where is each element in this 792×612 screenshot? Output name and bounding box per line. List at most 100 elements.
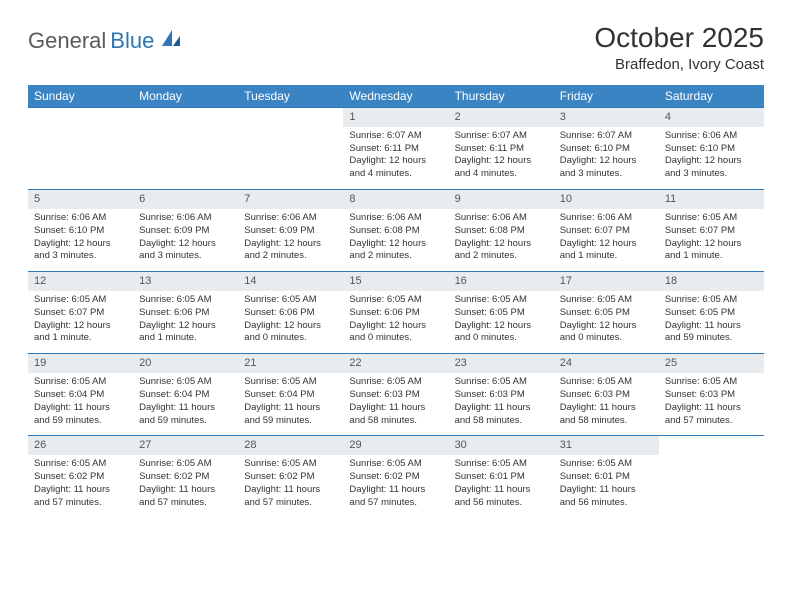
daylight-text: Daylight: 12 hours and 4 minutes. [349, 155, 442, 181]
sunset-text: Sunset: 6:06 PM [244, 307, 337, 320]
calendar-table: Sunday Monday Tuesday Wednesday Thursday… [28, 85, 764, 517]
sunset-text: Sunset: 6:08 PM [349, 225, 442, 238]
calendar-day-cell: 7Sunrise: 6:06 AMSunset: 6:09 PMDaylight… [238, 190, 343, 272]
location-label: Braffedon, Ivory Coast [594, 56, 764, 73]
day-details: Sunrise: 6:05 AMSunset: 6:03 PMDaylight:… [554, 373, 659, 435]
sunrise-text: Sunrise: 6:06 AM [560, 212, 653, 225]
calendar-week-row: 26Sunrise: 6:05 AMSunset: 6:02 PMDayligh… [28, 436, 764, 518]
day-number: 14 [238, 272, 343, 291]
day-details: Sunrise: 6:05 AMSunset: 6:03 PMDaylight:… [343, 373, 448, 435]
day-details: Sunrise: 6:05 AMSunset: 6:02 PMDaylight:… [133, 455, 238, 517]
calendar-day-cell: 26Sunrise: 6:05 AMSunset: 6:02 PMDayligh… [28, 436, 133, 518]
day-number: 10 [554, 190, 659, 209]
daylight-text: Daylight: 11 hours and 58 minutes. [560, 402, 653, 428]
day-number: 8 [343, 190, 448, 209]
day-details [659, 455, 764, 466]
day-details: Sunrise: 6:05 AMSunset: 6:01 PMDaylight:… [449, 455, 554, 517]
sunrise-text: Sunrise: 6:05 AM [455, 458, 548, 471]
weekday-header: Saturday [659, 85, 764, 108]
daylight-text: Daylight: 11 hours and 56 minutes. [455, 484, 548, 510]
sunset-text: Sunset: 6:01 PM [455, 471, 548, 484]
day-number: 11 [659, 190, 764, 209]
weekday-header: Tuesday [238, 85, 343, 108]
weekday-header: Thursday [449, 85, 554, 108]
calendar-day-cell: 9Sunrise: 6:06 AMSunset: 6:08 PMDaylight… [449, 190, 554, 272]
daylight-text: Daylight: 12 hours and 3 minutes. [34, 238, 127, 264]
day-details: Sunrise: 6:05 AMSunset: 6:03 PMDaylight:… [659, 373, 764, 435]
sunset-text: Sunset: 6:11 PM [455, 143, 548, 156]
day-number: 7 [238, 190, 343, 209]
calendar-day-cell: 20Sunrise: 6:05 AMSunset: 6:04 PMDayligh… [133, 354, 238, 436]
sunset-text: Sunset: 6:02 PM [349, 471, 442, 484]
day-details: Sunrise: 6:05 AMSunset: 6:01 PMDaylight:… [554, 455, 659, 517]
day-number: 28 [238, 436, 343, 455]
day-details: Sunrise: 6:06 AMSunset: 6:09 PMDaylight:… [238, 209, 343, 271]
calendar-day-cell: 31Sunrise: 6:05 AMSunset: 6:01 PMDayligh… [554, 436, 659, 518]
day-number: 1 [343, 108, 448, 127]
page-header: GeneralBlue October 2025 Braffedon, Ivor… [28, 22, 764, 73]
calendar-day-cell: 6Sunrise: 6:06 AMSunset: 6:09 PMDaylight… [133, 190, 238, 272]
day-details: Sunrise: 6:05 AMSunset: 6:04 PMDaylight:… [238, 373, 343, 435]
day-number: 15 [343, 272, 448, 291]
calendar-day-cell: 24Sunrise: 6:05 AMSunset: 6:03 PMDayligh… [554, 354, 659, 436]
daylight-text: Daylight: 11 hours and 56 minutes. [560, 484, 653, 510]
calendar-day-cell: 16Sunrise: 6:05 AMSunset: 6:05 PMDayligh… [449, 272, 554, 354]
day-details: Sunrise: 6:05 AMSunset: 6:04 PMDaylight:… [133, 373, 238, 435]
daylight-text: Daylight: 12 hours and 2 minutes. [349, 238, 442, 264]
day-details: Sunrise: 6:07 AMSunset: 6:11 PMDaylight:… [343, 127, 448, 189]
day-number: 12 [28, 272, 133, 291]
daylight-text: Daylight: 11 hours and 58 minutes. [349, 402, 442, 428]
sunset-text: Sunset: 6:09 PM [139, 225, 232, 238]
sunrise-text: Sunrise: 6:05 AM [349, 294, 442, 307]
calendar-day-cell: 11Sunrise: 6:05 AMSunset: 6:07 PMDayligh… [659, 190, 764, 272]
day-number: 20 [133, 354, 238, 373]
calendar-day-cell [238, 108, 343, 190]
sunset-text: Sunset: 6:03 PM [349, 389, 442, 402]
day-details [133, 127, 238, 138]
sunset-text: Sunset: 6:02 PM [34, 471, 127, 484]
day-details: Sunrise: 6:06 AMSunset: 6:09 PMDaylight:… [133, 209, 238, 271]
day-details: Sunrise: 6:05 AMSunset: 6:02 PMDaylight:… [238, 455, 343, 517]
sunset-text: Sunset: 6:03 PM [455, 389, 548, 402]
weekday-header: Sunday [28, 85, 133, 108]
sunset-text: Sunset: 6:02 PM [139, 471, 232, 484]
brand-logo: GeneralBlue [28, 28, 182, 53]
sunrise-text: Sunrise: 6:06 AM [665, 130, 758, 143]
calendar-day-cell: 28Sunrise: 6:05 AMSunset: 6:02 PMDayligh… [238, 436, 343, 518]
day-number: 5 [28, 190, 133, 209]
sunset-text: Sunset: 6:07 PM [34, 307, 127, 320]
daylight-text: Daylight: 12 hours and 0 minutes. [244, 320, 337, 346]
sunset-text: Sunset: 6:06 PM [139, 307, 232, 320]
daylight-text: Daylight: 12 hours and 2 minutes. [244, 238, 337, 264]
day-number: 4 [659, 108, 764, 127]
day-details: Sunrise: 6:05 AMSunset: 6:05 PMDaylight:… [449, 291, 554, 353]
day-number: 27 [133, 436, 238, 455]
sunrise-text: Sunrise: 6:06 AM [244, 212, 337, 225]
day-number: 25 [659, 354, 764, 373]
day-number: 13 [133, 272, 238, 291]
sunrise-text: Sunrise: 6:05 AM [34, 294, 127, 307]
day-number: 29 [343, 436, 448, 455]
sunrise-text: Sunrise: 6:05 AM [560, 294, 653, 307]
day-number: 21 [238, 354, 343, 373]
daylight-text: Daylight: 12 hours and 3 minutes. [665, 155, 758, 181]
day-number: 19 [28, 354, 133, 373]
sunrise-text: Sunrise: 6:06 AM [139, 212, 232, 225]
day-details: Sunrise: 6:05 AMSunset: 6:05 PMDaylight:… [554, 291, 659, 353]
month-title: October 2025 [594, 22, 764, 54]
sunset-text: Sunset: 6:08 PM [455, 225, 548, 238]
sunrise-text: Sunrise: 6:05 AM [244, 294, 337, 307]
sunset-text: Sunset: 6:11 PM [349, 143, 442, 156]
sunrise-text: Sunrise: 6:05 AM [349, 458, 442, 471]
calendar-day-cell: 22Sunrise: 6:05 AMSunset: 6:03 PMDayligh… [343, 354, 448, 436]
day-details: Sunrise: 6:05 AMSunset: 6:06 PMDaylight:… [238, 291, 343, 353]
sunset-text: Sunset: 6:09 PM [244, 225, 337, 238]
day-details [28, 127, 133, 138]
sunrise-text: Sunrise: 6:05 AM [665, 212, 758, 225]
daylight-text: Daylight: 12 hours and 1 minute. [665, 238, 758, 264]
sunrise-text: Sunrise: 6:06 AM [349, 212, 442, 225]
sunrise-text: Sunrise: 6:07 AM [349, 130, 442, 143]
daylight-text: Daylight: 11 hours and 59 minutes. [244, 402, 337, 428]
calendar-day-cell: 12Sunrise: 6:05 AMSunset: 6:07 PMDayligh… [28, 272, 133, 354]
daylight-text: Daylight: 12 hours and 3 minutes. [139, 238, 232, 264]
